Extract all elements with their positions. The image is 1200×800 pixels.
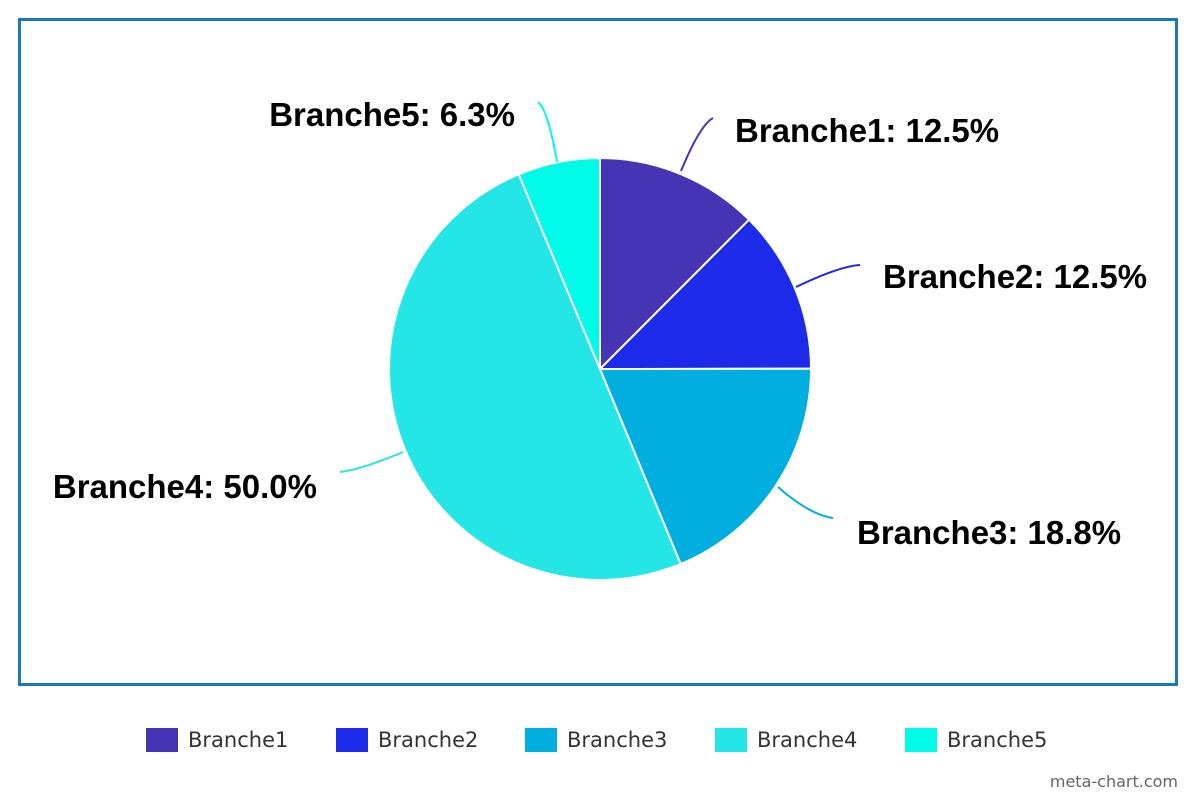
leader-line-branche2 [795, 264, 861, 288]
leader-line-branche5 [537, 101, 558, 163]
legend-swatch [905, 728, 937, 752]
legend-item-branche1[interactable]: Branche1 [146, 722, 288, 758]
slice-label-branche1: Branche1: 12.5% [735, 112, 999, 149]
legend-label: Branche3 [567, 728, 668, 752]
pie-slices [388, 156, 813, 581]
leader-line-branche1 [680, 117, 714, 172]
slice-labels: Branche1: 12.5% Branche2: 12.5% Branche3… [53, 96, 1147, 551]
watermark: meta-chart.com [1049, 772, 1178, 791]
pie-slice-branche3[interactable] [598, 367, 813, 566]
legend-item-branche4[interactable]: Branche4 [715, 722, 857, 758]
pie-slice-branche4[interactable] [388, 172, 682, 581]
pie-slice-branche5[interactable] [517, 156, 601, 370]
legend-label: Branche1 [188, 728, 289, 752]
legend-item-branche2[interactable]: Branche2 [336, 722, 478, 758]
leader-line-branche4 [339, 451, 404, 473]
legend-swatch [336, 728, 368, 752]
slice-label-branche2: Branche2: 12.5% [883, 258, 1147, 295]
slice-label-branche4: Branche4: 50.0% [53, 468, 317, 505]
legend-label: Branche5 [947, 728, 1048, 752]
leader-line-branche3 [777, 486, 834, 519]
legend-label: Branche4 [757, 728, 858, 752]
legend-swatch [715, 728, 747, 752]
legend-swatch [146, 728, 178, 752]
legend: Branche1 Branche2 Branche3 Branche4 Bran… [0, 722, 1200, 758]
legend-swatch [525, 728, 557, 752]
legend-label: Branche2 [378, 728, 479, 752]
slice-label-branche3: Branche3: 18.8% [857, 514, 1121, 551]
legend-item-branche3[interactable]: Branche3 [525, 722, 667, 758]
leader-lines [339, 101, 861, 519]
slice-label-branche5: Branche5: 6.3% [269, 96, 515, 133]
legend-item-branche5[interactable]: Branche5 [905, 722, 1047, 758]
pie-slice-branche1[interactable] [599, 156, 751, 372]
pie-slice-branche2[interactable] [597, 218, 813, 371]
